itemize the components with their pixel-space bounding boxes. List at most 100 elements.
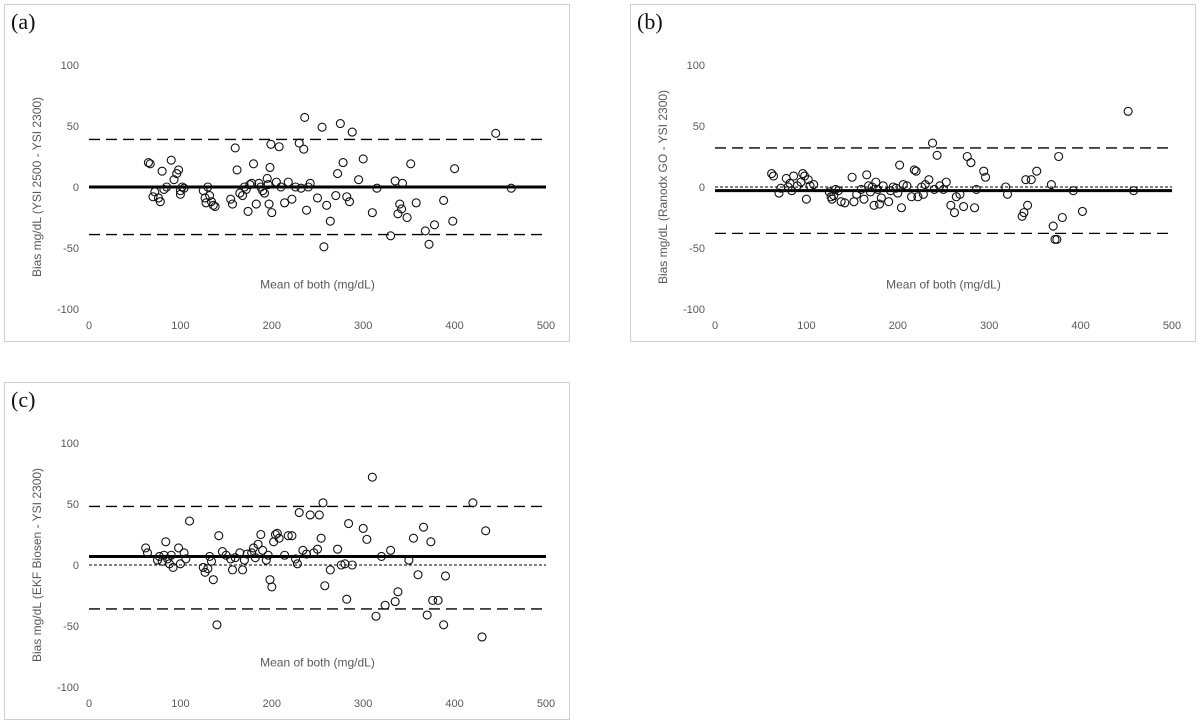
data-point [159, 184, 169, 194]
data-point [157, 166, 167, 176]
data-point [768, 171, 779, 181]
data-point [789, 171, 799, 181]
x-tick-label: 100 [797, 320, 815, 332]
data-point [276, 182, 286, 192]
data-point [448, 216, 458, 226]
data-point [248, 159, 259, 169]
data-point [809, 180, 819, 190]
data-point [367, 472, 377, 482]
data-point [263, 180, 273, 190]
data-point [210, 201, 220, 212]
data-point [230, 143, 240, 153]
data-point [439, 195, 449, 205]
data-point [927, 138, 938, 148]
data-point [1032, 166, 1042, 176]
data-point [876, 193, 886, 203]
data-point [386, 231, 396, 241]
data-point [959, 201, 969, 212]
x-tick-label: 500 [1163, 320, 1181, 332]
data-point [166, 155, 176, 165]
x-tick-label: 300 [354, 320, 372, 332]
data-point [325, 565, 335, 575]
y-axis-label: Bias mg/dL (EKF Biosen - YSI 2300) [30, 468, 44, 662]
data-point [1019, 208, 1029, 218]
data-point [287, 531, 297, 541]
data-point [450, 164, 460, 174]
data-point [296, 183, 306, 193]
data-point [259, 188, 270, 198]
data-point [261, 555, 271, 565]
data-point [426, 537, 436, 547]
data-point [150, 187, 160, 197]
data-point [340, 559, 350, 569]
data-point [283, 531, 293, 541]
data-point [331, 190, 341, 201]
data-point [1021, 175, 1031, 185]
panel-label: (c) [11, 387, 36, 412]
data-point [319, 242, 329, 252]
data-point [148, 192, 158, 202]
data-point [966, 158, 976, 168]
y-tick-label: -50 [63, 243, 79, 255]
y-tick-label: 0 [73, 182, 79, 194]
data-point [335, 119, 345, 129]
data-point [272, 528, 282, 538]
data-point [411, 198, 421, 208]
data-point [481, 526, 491, 536]
data-point [774, 188, 784, 198]
data-point [333, 544, 343, 554]
data-point [1002, 189, 1013, 199]
data-point [367, 208, 377, 218]
data-point [314, 510, 324, 520]
data-point [918, 189, 928, 199]
y-tick-label: 50 [67, 499, 79, 511]
data-point [336, 560, 346, 570]
data-point [291, 554, 301, 564]
data-point [803, 175, 813, 185]
data-point [874, 199, 885, 209]
data-point [397, 204, 407, 214]
data-point [342, 594, 352, 604]
data-point [402, 212, 412, 223]
data-point [283, 177, 293, 187]
data-point [1057, 212, 1067, 223]
data-point [836, 197, 846, 207]
data-point [911, 166, 921, 176]
data-point [318, 498, 328, 508]
data-point [253, 539, 263, 549]
data-point [408, 533, 419, 543]
data-point [440, 571, 451, 581]
data-point [274, 533, 284, 543]
data-point [406, 159, 416, 169]
data-point [878, 181, 888, 191]
data-point [895, 160, 905, 170]
data-point [143, 158, 153, 168]
data-point [145, 159, 155, 169]
data-point [1129, 186, 1139, 196]
data-point [239, 555, 249, 565]
data-point [179, 183, 189, 193]
data-point [787, 186, 797, 196]
x-tick-label: 300 [980, 320, 998, 332]
y-tick-label: 100 [61, 60, 79, 72]
data-point [141, 543, 151, 553]
data-point [258, 545, 268, 555]
data-point [358, 523, 368, 533]
data-point [1026, 175, 1036, 185]
data-point [424, 239, 434, 249]
data-point [970, 203, 980, 213]
data-point [198, 562, 208, 572]
data-point [174, 543, 184, 553]
data-point [235, 548, 245, 558]
data-point [226, 194, 236, 204]
data-point [801, 194, 811, 204]
data-point [342, 192, 352, 202]
y-tick-label: -50 [63, 621, 79, 633]
data-point [208, 200, 218, 210]
data-point [1054, 151, 1064, 162]
data-point [1077, 206, 1087, 216]
data-point [1048, 221, 1058, 231]
data-point [439, 620, 449, 630]
data-point [902, 181, 912, 191]
